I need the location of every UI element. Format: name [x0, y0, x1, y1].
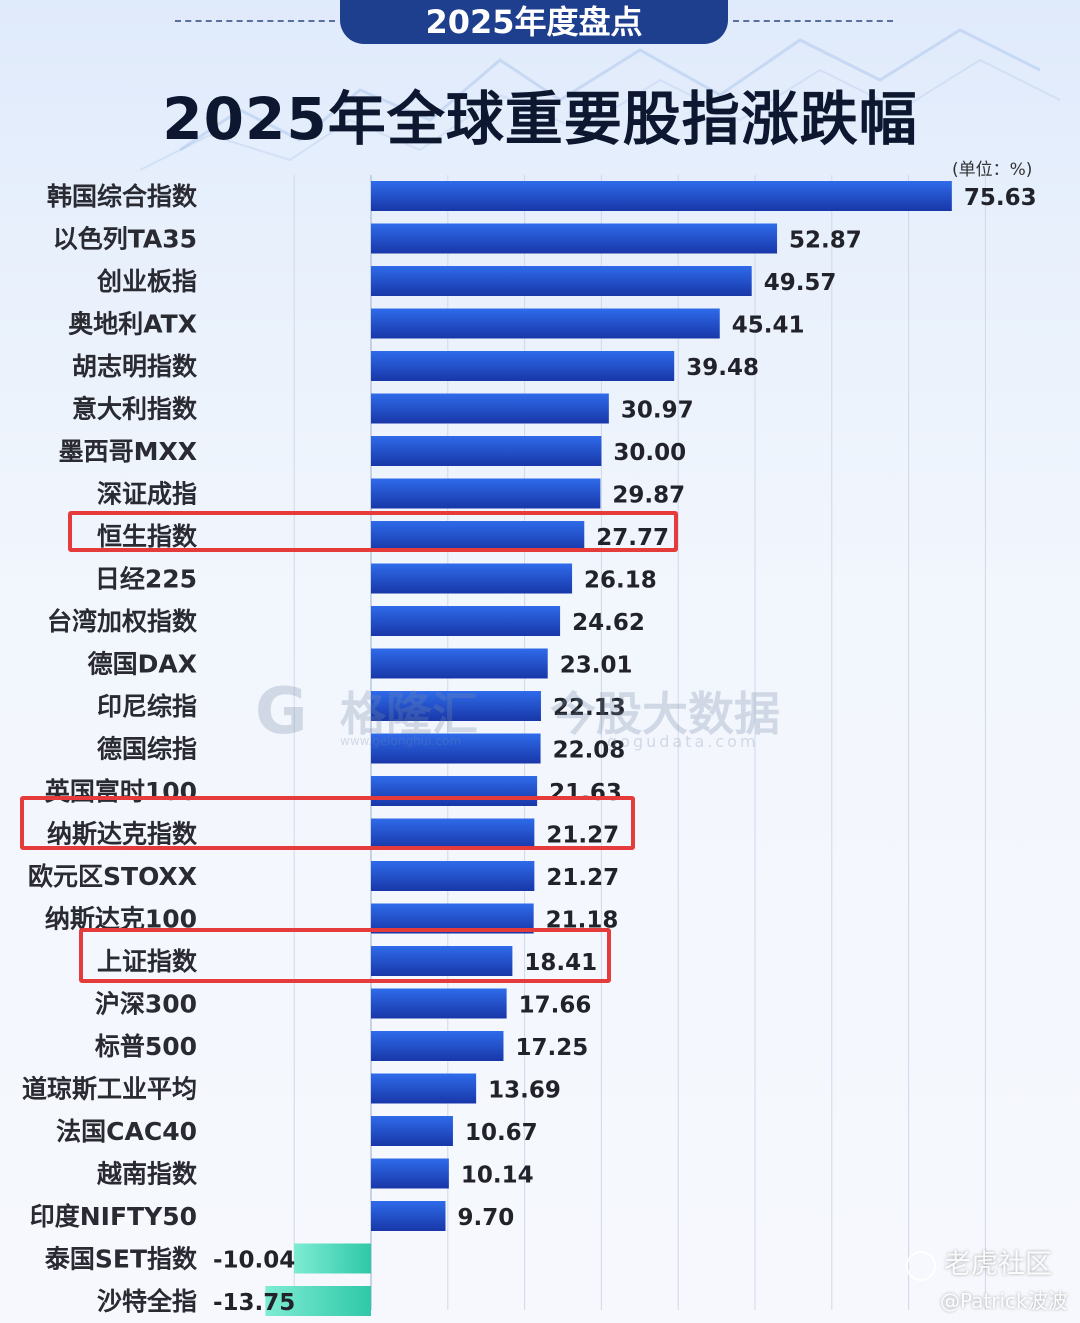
- bar: [371, 818, 535, 849]
- bar: [371, 563, 573, 594]
- category-label: 上证指数: [97, 947, 198, 976]
- bar: [371, 1158, 449, 1189]
- category-label: 德国DAX: [88, 650, 197, 679]
- value-label: -10.04: [213, 1248, 295, 1274]
- category-label: 韩国综合指数: [47, 182, 198, 211]
- value-label: 26.18: [584, 568, 657, 594]
- bar: [371, 521, 585, 551]
- title-dash-right: [733, 20, 893, 22]
- category-label: 恒生指数: [97, 522, 198, 551]
- value-label: 10.14: [461, 1163, 534, 1189]
- bar: [371, 606, 561, 636]
- bar: [371, 1201, 446, 1231]
- category-label: 台湾加权指数: [47, 607, 198, 636]
- site-watermark: 老虎社区: [906, 1242, 1052, 1281]
- category-label: 纳斯达克指数: [47, 820, 198, 849]
- value-label: 30.00: [613, 440, 686, 466]
- value-label: 30.97: [621, 398, 694, 424]
- category-label: 标普500: [95, 1032, 197, 1061]
- value-label: 23.01: [560, 653, 633, 679]
- category-label: 泰国SET指数: [45, 1245, 198, 1274]
- bar: [371, 393, 609, 424]
- value-label: 21.63: [549, 780, 622, 806]
- category-label: 沙特全指: [97, 1287, 197, 1316]
- bars: [265, 181, 952, 1316]
- category-label: 印度NIFTY50: [30, 1202, 197, 1231]
- bar: [265, 1286, 371, 1316]
- value-label: 21.27: [546, 865, 619, 891]
- labels: 韩国综合指数 75.63 以色列TA35 52.87 创业板指 49.57 奥地利ATX 45…: [22, 182, 1037, 1316]
- bar: [371, 181, 952, 211]
- highlight-box-shanghai: [79, 928, 611, 983]
- bar: [371, 351, 675, 381]
- bar: [293, 1243, 371, 1274]
- category-label: 越南指数: [97, 1160, 198, 1189]
- bar: [371, 691, 541, 721]
- page-title: 2025年全球重要股指涨跌幅: [162, 85, 918, 153]
- value-label: 22.08: [553, 738, 626, 764]
- category-label: 墨西哥MXX: [59, 437, 197, 466]
- value-label: 13.69: [488, 1078, 561, 1104]
- category-label: 以色列TA35: [53, 225, 197, 254]
- value-label: 10.67: [465, 1120, 538, 1146]
- highlight-box-nasdaq: [20, 796, 635, 850]
- value-label: 45.41: [732, 313, 805, 339]
- bar: [371, 478, 601, 509]
- category-label: 创业板指: [96, 267, 197, 296]
- value-label: -13.75: [213, 1290, 295, 1316]
- title-dash-left: [175, 20, 335, 22]
- bar: [371, 733, 541, 764]
- value-label: 21.27: [546, 823, 619, 849]
- value-label: 17.66: [519, 993, 592, 1019]
- bar: [371, 308, 720, 339]
- tiger-logo-icon: [906, 1250, 936, 1281]
- bar: [371, 988, 507, 1019]
- value-label: 52.87: [789, 228, 862, 254]
- category-label: 意大利指数: [72, 395, 198, 424]
- highlight-box-hang-seng: [68, 511, 678, 552]
- value-label: 24.62: [572, 610, 645, 636]
- category-label: 沪深300: [95, 990, 197, 1019]
- category-label: 英国富时100: [45, 777, 197, 806]
- site-watermark-text: 老虎社区: [944, 1249, 1052, 1280]
- user-watermark: @Patrick波波: [940, 1289, 1068, 1313]
- bar: [371, 861, 535, 891]
- bar: [371, 1031, 504, 1061]
- category-label: 法国CAC40: [56, 1117, 197, 1146]
- bar: [371, 776, 538, 806]
- category-label: 德国综指: [97, 735, 197, 764]
- bar: [371, 648, 548, 679]
- bar: [371, 946, 513, 976]
- value-label: 22.13: [553, 695, 626, 721]
- category-label: 印尼综指: [97, 692, 197, 721]
- category-label: 日经225: [95, 565, 197, 594]
- value-label: 9.70: [457, 1205, 514, 1231]
- bar: [371, 223, 778, 254]
- value-label: 27.77: [596, 525, 669, 551]
- value-label: 39.48: [686, 355, 759, 381]
- value-label: 49.57: [764, 270, 837, 296]
- bar: [371, 1073, 477, 1104]
- category-label: 深证成指: [97, 480, 197, 509]
- bar: [371, 266, 752, 296]
- bar: [371, 436, 602, 466]
- value-label: 29.87: [612, 483, 685, 509]
- category-label: 奥地利ATX: [68, 310, 197, 339]
- value-label: 75.63: [964, 185, 1037, 211]
- category-label: 胡志明指数: [72, 352, 198, 381]
- category-label: 欧元区STOXX: [28, 862, 197, 891]
- value-label: 17.25: [515, 1035, 588, 1061]
- category-label: 道琼斯工业平均: [22, 1075, 197, 1104]
- unit-label: (单位：%): [952, 160, 1033, 180]
- value-label: 18.41: [524, 950, 597, 976]
- year-badge: 2025年度盘点: [340, 0, 728, 44]
- bar: [371, 1116, 453, 1146]
